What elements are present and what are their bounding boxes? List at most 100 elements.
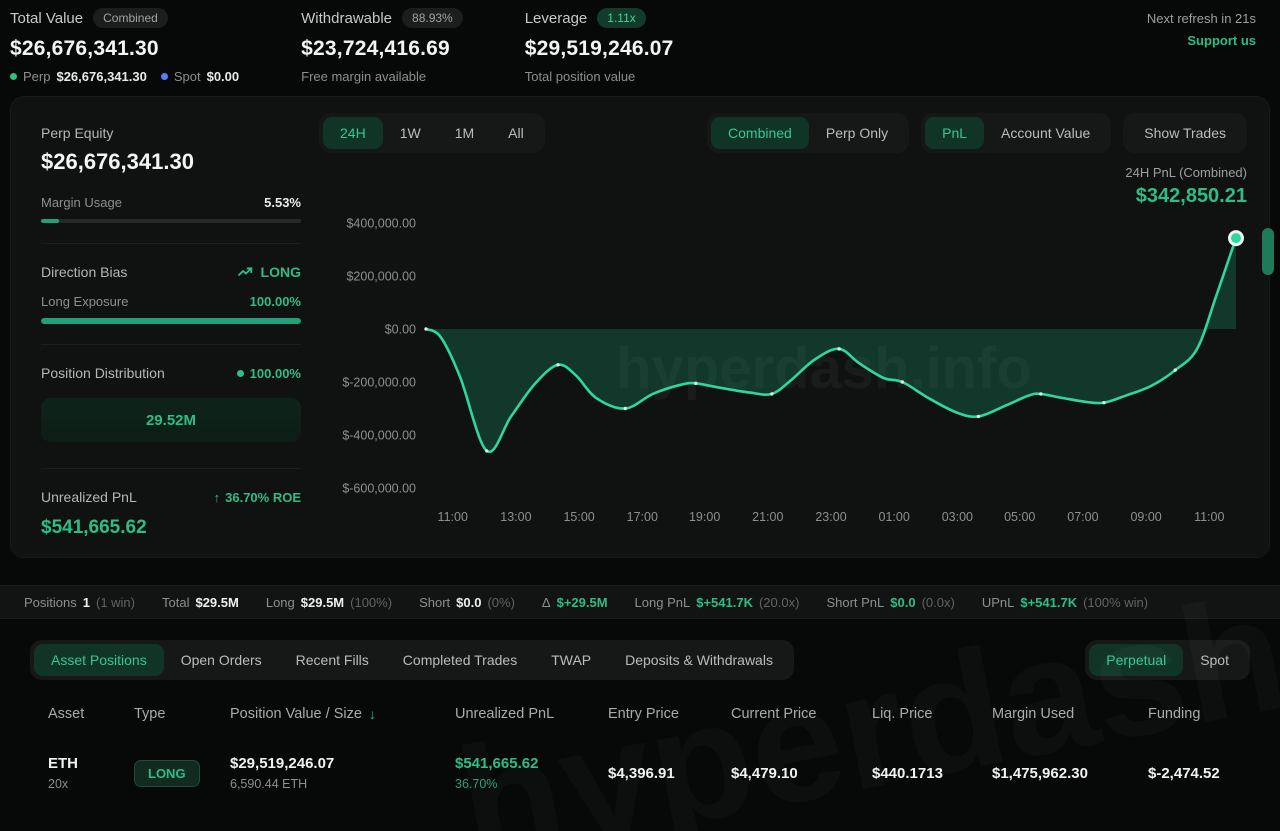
combined-badge: Combined bbox=[93, 8, 168, 28]
perp-dot-icon bbox=[10, 73, 17, 80]
position-distribution-label: Position Distribution bbox=[41, 365, 165, 381]
chart-point-dot bbox=[1039, 392, 1043, 396]
col-type[interactable]: Type bbox=[134, 706, 166, 722]
perp-equity-label: Perp Equity bbox=[41, 125, 114, 141]
unrealized-pnl-value: $541,665.62 bbox=[41, 517, 147, 538]
x-tick-label: 15:00 bbox=[563, 510, 594, 524]
total-value-block: Total Value Combined $26,676,341.30 Perp… bbox=[10, 8, 239, 92]
x-tick-label: 01:00 bbox=[879, 510, 910, 524]
tab-completed-trades[interactable]: Completed Trades bbox=[386, 644, 534, 676]
tab-metric-account-value[interactable]: Account Value bbox=[984, 117, 1107, 149]
x-tick-label: 11:00 bbox=[1194, 510, 1224, 524]
x-tick-label: 09:00 bbox=[1130, 510, 1161, 524]
chart-pnl-label: 24H PnL (Combined) bbox=[1125, 165, 1247, 180]
unrealized-pnl-label: Unrealized PnL bbox=[41, 489, 137, 505]
row-margin-used: $1,475,962.30 bbox=[992, 764, 1088, 782]
sort-desc-icon: ↓ bbox=[368, 706, 376, 722]
tab-range-1w[interactable]: 1W bbox=[383, 117, 438, 149]
chart-point-dot bbox=[1173, 368, 1177, 372]
positions-summary-bar: Positions 1 (1 win) Total $29.5M Long $2… bbox=[0, 585, 1280, 619]
y-tick-label: $-600,000.00 bbox=[342, 482, 416, 496]
y-tick-label: $200,000.00 bbox=[346, 270, 416, 284]
position-bucket[interactable]: 29.52M bbox=[41, 398, 301, 442]
spot-dot-icon bbox=[160, 73, 168, 80]
col-margin-used[interactable]: Margin Used bbox=[992, 706, 1075, 722]
col-entry-price[interactable]: Entry Price bbox=[608, 706, 679, 722]
chart-area-fill bbox=[426, 238, 1236, 452]
y-tick-label: $-400,000.00 bbox=[342, 429, 416, 443]
col-position-value[interactable]: Position Value / Size ↓ bbox=[230, 706, 376, 722]
tab-metric-pnl[interactable]: PnL bbox=[925, 117, 985, 149]
tab-open-orders[interactable]: Open Orders bbox=[164, 644, 279, 676]
chart-point-dot bbox=[485, 449, 489, 453]
long-exposure-value: 100.00% bbox=[249, 294, 301, 309]
tab-spot[interactable]: Spot bbox=[1183, 644, 1246, 676]
col-current-price[interactable]: Current Price bbox=[731, 706, 817, 722]
summary-short: Short $0.0 (0%) bbox=[419, 594, 515, 610]
leverage-sub: Total position value bbox=[524, 69, 636, 84]
chart-pnl-value: $342,850.21 bbox=[1135, 185, 1247, 207]
side-widget[interactable] bbox=[1262, 228, 1274, 275]
summary-positions: Positions 1 (1 win) bbox=[24, 594, 135, 610]
support-us-link[interactable]: Support us bbox=[1187, 33, 1256, 48]
col-unrealized-pnl[interactable]: Unrealized PnL bbox=[455, 706, 555, 722]
chart-point-dot bbox=[770, 392, 774, 396]
show-trades-group: Show Trades bbox=[1123, 113, 1247, 153]
margin-usage-bar bbox=[41, 219, 301, 223]
position-distribution-value: 100.00% bbox=[249, 365, 301, 381]
leverage-badge: 1.11x bbox=[597, 8, 646, 28]
summary-delta: Δ $+29.5M bbox=[541, 594, 608, 610]
summary-upnl: UPnL $+541.7K (100% win) bbox=[981, 594, 1149, 610]
chart-point-dot bbox=[976, 414, 981, 419]
y-tick-label: $400,000.00 bbox=[346, 217, 416, 231]
market-tab-group: Perpetual Spot bbox=[1085, 640, 1250, 680]
tab-asset-positions[interactable]: Asset Positions bbox=[34, 644, 164, 676]
x-tick-label: 13:00 bbox=[500, 510, 531, 524]
tab-perpetual[interactable]: Perpetual bbox=[1089, 644, 1184, 676]
chart-panel: 24H 1W 1M All Combined Perp Only PnL Acc… bbox=[313, 97, 1269, 557]
tab-twap[interactable]: TWAP bbox=[534, 644, 608, 676]
row-entry-price: $4,396.91 bbox=[608, 764, 675, 782]
row-unrealized-pnl-pct: 36.70% bbox=[455, 777, 498, 791]
withdrawable-label: Withdrawable bbox=[301, 9, 393, 27]
perp-value: $26,676,341.30 bbox=[56, 69, 147, 84]
col-asset[interactable]: Asset bbox=[48, 706, 85, 722]
row-liq-price: $440.1713 bbox=[872, 764, 943, 782]
long-exposure-label: Long Exposure bbox=[41, 294, 129, 309]
position-value: $29,519,246.07 bbox=[230, 755, 335, 772]
roe-up-arrow-icon: ↑ bbox=[213, 489, 221, 505]
tab-mode-perp-only[interactable]: Perp Only bbox=[809, 117, 905, 149]
x-tick-label: 23:00 bbox=[815, 510, 846, 524]
asset-symbol: ETH bbox=[48, 755, 78, 772]
distribution-dot-icon bbox=[236, 369, 244, 377]
col-liq-price[interactable]: Liq. Price bbox=[872, 706, 933, 722]
tab-recent-fills[interactable]: Recent Fills bbox=[279, 644, 386, 676]
show-trades-button[interactable]: Show Trades bbox=[1127, 117, 1243, 149]
tab-range-24h[interactable]: 24H bbox=[323, 117, 383, 149]
pnl-chart[interactable]: hyperdash.info $400,000.00 $200,000.00 $0.0… bbox=[319, 210, 1247, 533]
summary-short-pnl: Short PnL $0.0 (0.0x) bbox=[826, 594, 955, 610]
chart-point-dot bbox=[556, 363, 560, 367]
row-funding: $-2,474.52 bbox=[1148, 764, 1220, 782]
row-unrealized-pnl: $541,665.62 bbox=[455, 755, 539, 772]
chart-point-dot bbox=[424, 327, 428, 331]
table-header-row: Asset Type Position Value / Size ↓ Unrea… bbox=[30, 706, 1250, 722]
col-funding[interactable]: Funding bbox=[1148, 706, 1201, 722]
margin-usage-label: Margin Usage bbox=[41, 195, 122, 210]
table-row[interactable]: ETH 20x LONG $29,519,246.07 6,590.44 ETH… bbox=[30, 755, 1250, 791]
tab-range-1m[interactable]: 1M bbox=[438, 117, 491, 149]
perp-equity-value: $26,676,341.30 bbox=[41, 149, 194, 174]
tab-mode-combined[interactable]: Combined bbox=[711, 117, 809, 149]
withdrawable-block: Withdrawable 88.93% $23,724,416.69 Free … bbox=[301, 8, 463, 92]
mode-tab-group: Combined Perp Only bbox=[707, 113, 910, 153]
tab-deposits-withdrawals[interactable]: Deposits & Withdrawals bbox=[608, 644, 790, 676]
withdrawable-sub: Free margin available bbox=[301, 69, 427, 84]
y-tick-label: $0.00 bbox=[385, 323, 416, 337]
tab-range-all[interactable]: All bbox=[491, 117, 541, 149]
withdrawable-badge: 88.93% bbox=[402, 8, 463, 28]
leverage-amount: $29,519,246.07 bbox=[524, 37, 674, 60]
margin-usage-value: 5.53% bbox=[264, 195, 301, 210]
perp-label: Perp bbox=[23, 69, 51, 84]
x-tick-label: 17:00 bbox=[627, 510, 658, 524]
watermark-chart: hyperdash.info bbox=[616, 336, 1032, 401]
